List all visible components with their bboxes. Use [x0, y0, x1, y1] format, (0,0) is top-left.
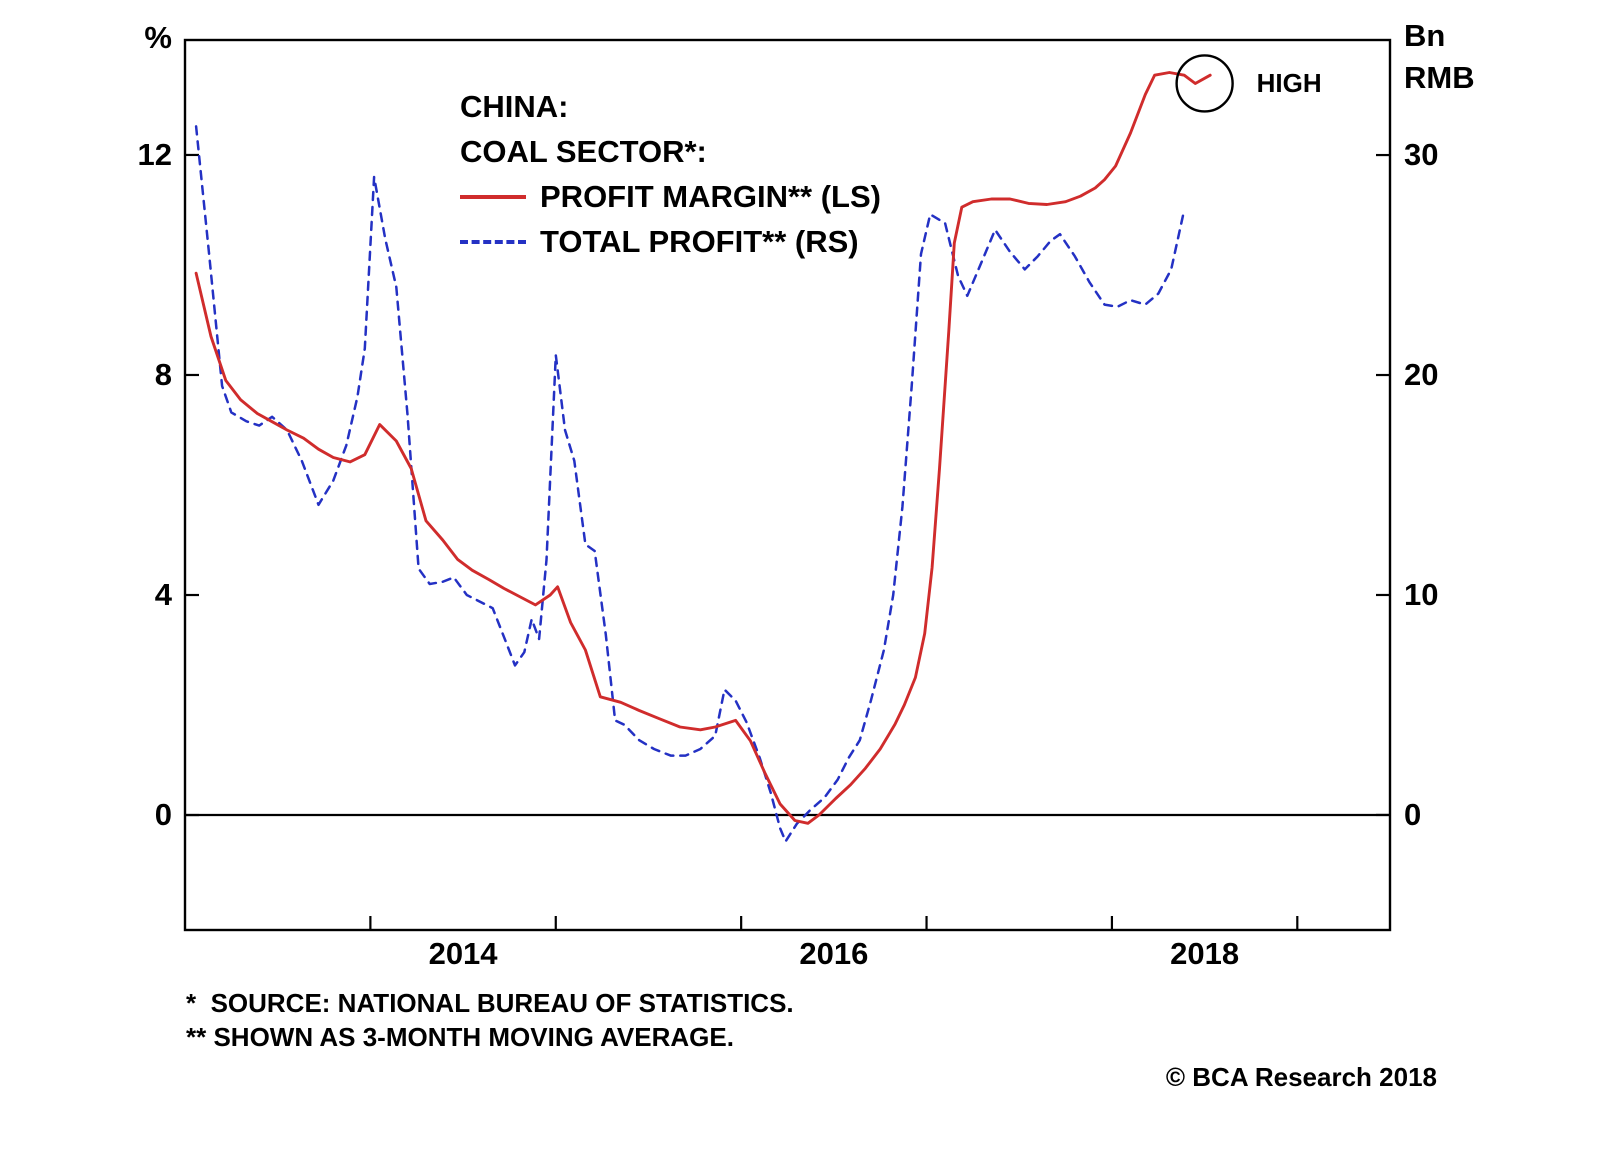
high-annotation-label: HIGH: [1256, 68, 1322, 99]
right-axis-tick-label: 30: [1404, 137, 1439, 173]
chart-title-line2: COAL SECTOR*:: [460, 133, 707, 169]
high-annotation-circle: [1175, 54, 1234, 113]
legend-item-total-profit: TOTAL PROFIT** (RS): [460, 219, 881, 264]
x-axis-year-label: 2014: [428, 936, 498, 971]
chart-title-line1: CHINA:: [460, 88, 569, 124]
footnote-moving-average: ** SHOWN AS 3-MONTH MOVING AVERAGE.: [186, 1022, 734, 1052]
plot-border: [183, 38, 1392, 932]
legend-title-line2: COAL SECTOR*:: [460, 129, 881, 174]
right-axis-tick-label: 20: [1404, 357, 1439, 392]
right-axis-tick-label: 10: [1404, 576, 1439, 612]
legend-title-line1: CHINA:: [460, 84, 881, 129]
copyright-text: © BCA Research 2018: [1165, 1062, 1437, 1092]
legend-label-profit-margin: PROFIT MARGIN** (LS): [540, 178, 881, 214]
chart-legend: CHINA: COAL SECTOR*: PROFIT MARGIN** (LS…: [460, 84, 881, 264]
profit-margin-line-swatch: [460, 194, 526, 199]
footnote-source: * SOURCE: NATIONAL BUREAU OF STATISTICS.: [186, 988, 794, 1018]
legend-label-total-profit: TOTAL PROFIT** (RS): [540, 223, 859, 259]
x-axis-year-label: 2016: [799, 936, 869, 971]
series-line-profit-margin: [194, 71, 1212, 825]
series-line-total-profit: [194, 125, 1186, 843]
left-axis-tick-label: 4: [154, 577, 172, 612]
total-profit-line-swatch: [460, 239, 526, 244]
left-axis-tick-label: 12: [137, 136, 172, 172]
legend-item-profit-margin: PROFIT MARGIN** (LS): [460, 174, 881, 219]
left-axis-tick-label: 8: [154, 356, 172, 392]
right-axis-tick-label: 0: [1404, 796, 1422, 832]
right-axis-unit-line1: Bn: [1404, 18, 1446, 53]
left-axis-tick-label: 0: [154, 797, 172, 833]
x-axis-year-label: 2018: [1170, 936, 1240, 971]
right-axis-unit-line2: RMB: [1404, 60, 1475, 95]
left-axis-unit: %: [144, 20, 172, 55]
